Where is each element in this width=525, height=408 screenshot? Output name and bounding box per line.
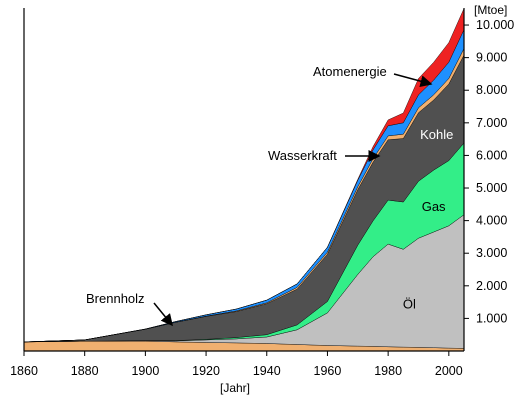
- x-tick-label-1880: 1880: [71, 364, 99, 378]
- label-layer: Kohle Gas Öl Atomenergie Wasserkraft Brennhol…: [86, 64, 453, 327]
- y-tick-label-9000: 9.000: [476, 51, 507, 65]
- annotation-brennholz: Brennholz: [86, 291, 145, 306]
- y-tick-label-1000: 1.000: [476, 311, 507, 325]
- annotation-arrow-atomenergie: [393, 73, 433, 88]
- x-tick-label-1920: 1920: [192, 364, 220, 378]
- y-tick-label-8000: 8.000: [476, 83, 507, 97]
- y-tick-label-6000: 6.000: [476, 148, 507, 162]
- annotation-atomenergie: Atomenergie: [313, 64, 387, 79]
- x-axis-label: [Jahr]: [220, 381, 250, 395]
- x-tick-label-1940: 1940: [253, 364, 281, 378]
- label-kohle: Kohle: [420, 127, 453, 142]
- annotation-wasserkraft: Wasserkraft: [268, 148, 337, 163]
- label--l: Öl: [403, 297, 416, 312]
- y-tick-label-2000: 2.000: [476, 279, 507, 293]
- x-tick-label-1960: 1960: [314, 364, 342, 378]
- y-tick-label-4000: 4.000: [476, 214, 507, 228]
- x-tick-label-2000: 2000: [435, 364, 463, 378]
- axes-layer: 1860 1880 1900 1920 1940 1960 1980 2000 1.000 2.0…: [10, 8, 514, 378]
- x-tick-label-1980: 1980: [374, 364, 402, 378]
- y-axis-unit-label: [Mtoe]: [474, 3, 507, 17]
- y-tick-label-3000: 3.000: [476, 246, 507, 260]
- y-tick-label-10000: 10.000: [476, 18, 514, 32]
- x-tick-label-1900: 1900: [131, 364, 159, 378]
- annotation-arrow-brennholz: [153, 302, 173, 327]
- y-tick-label-5000: 5.000: [476, 181, 507, 195]
- label-gas: Gas: [422, 199, 446, 214]
- x-tick-label-1860: 1860: [10, 364, 38, 378]
- y-tick-label-7000: 7.000: [476, 116, 507, 130]
